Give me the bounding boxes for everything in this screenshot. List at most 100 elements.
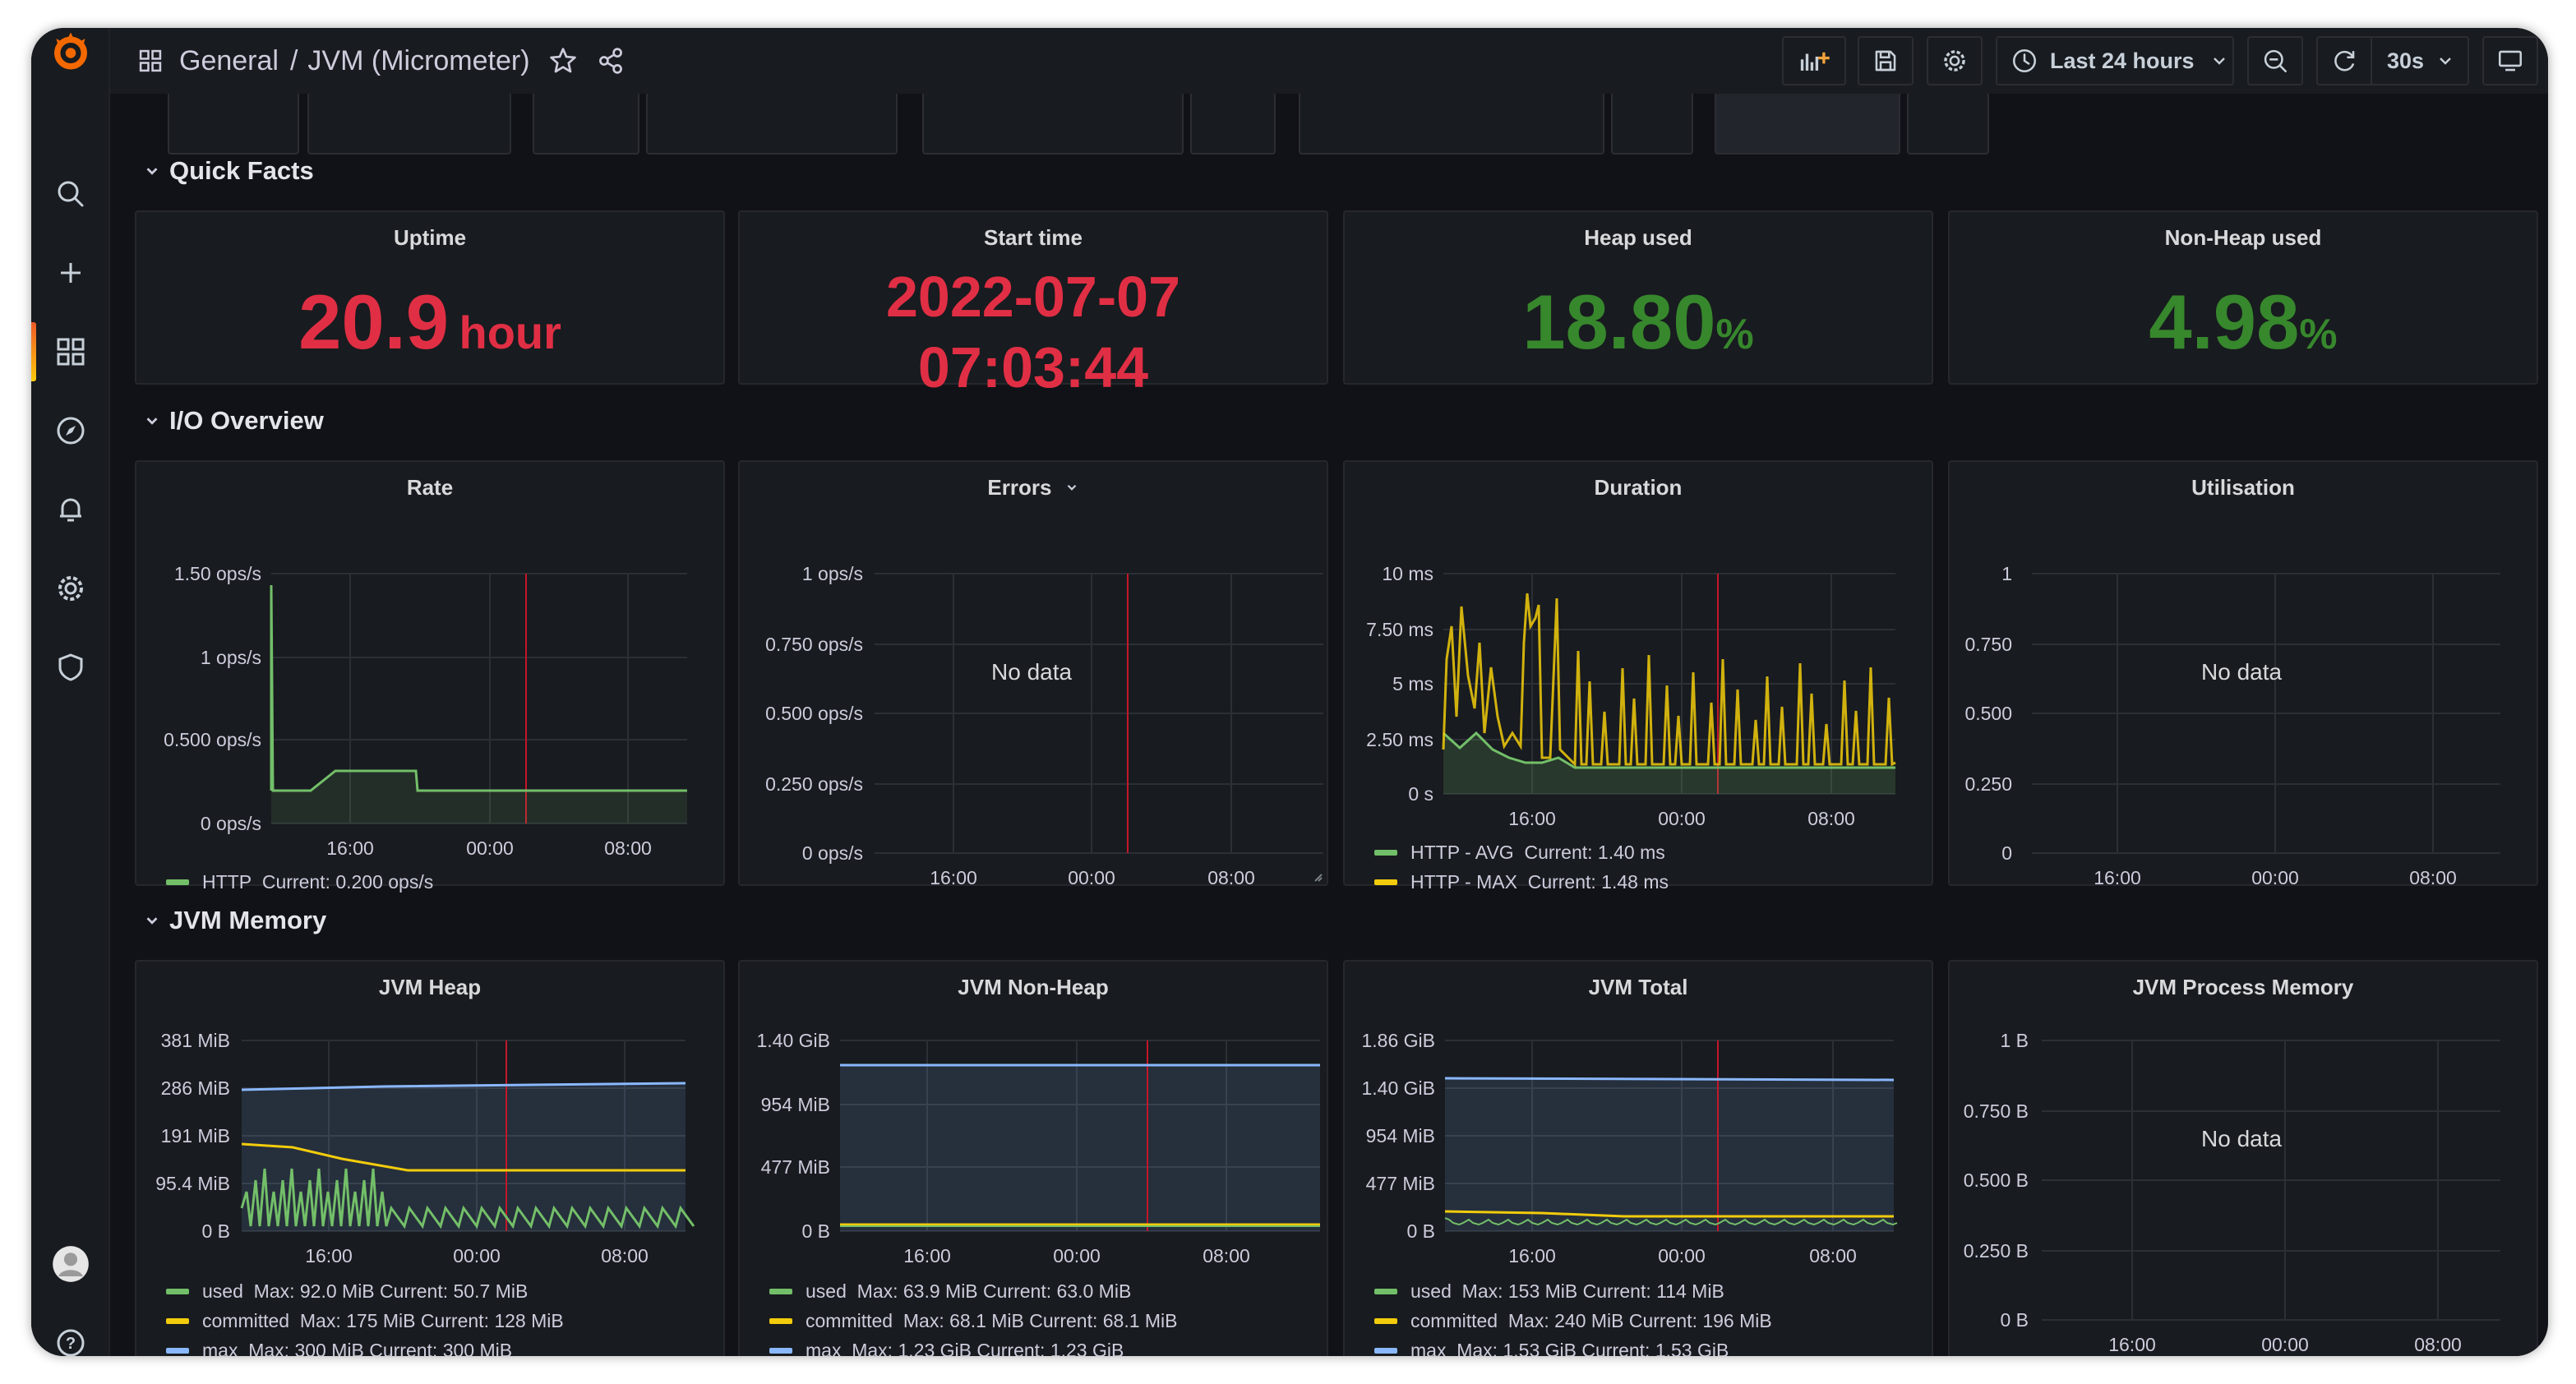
legend-item[interactable]: max Max: 300 MiB Current: 300 MiB <box>166 1340 512 1356</box>
panel-title: JVM Non-Heap <box>958 975 1109 999</box>
grid <box>2042 1040 2500 1321</box>
grafana-logo-icon[interactable] <box>31 28 110 74</box>
search-icon[interactable] <box>31 161 110 227</box>
variable-control[interactable] <box>1907 94 1989 155</box>
time-picker[interactable]: Last 24 hours <box>1996 36 2234 85</box>
stat-panel-start-time[interactable]: Start time 2022-07-07 07:03:44 <box>738 210 1328 399</box>
legend-item[interactable]: used Max: 153 MiB Current: 114 MiB <box>1374 1280 1724 1303</box>
legend-series-name: committed <box>202 1310 290 1331</box>
legend-item[interactable]: used Max: 63.9 MiB Current: 63.0 MiB <box>769 1280 1131 1303</box>
panel-title: JVM Heap <box>378 975 482 999</box>
graph-panel-jvm-process-memory[interactable]: JVM Process Memory 1 B 0.750 B 0.500 B 0… <box>1948 960 2538 1356</box>
graph-panel-jvm-nonheap[interactable]: JVM Non-Heap 1.40 GiB 954 MiB 477 MiB 0 … <box>738 960 1328 1356</box>
legend-item[interactable]: committed Max: 240 MiB Current: 196 MiB <box>1374 1310 1772 1332</box>
variable-control[interactable] <box>922 94 1184 155</box>
legend-stats: Max: 1.53 GiB Current: 1.53 GiB <box>1457 1340 1729 1356</box>
y-tick: 0 ops/s <box>201 813 261 834</box>
side-menu: ? <box>31 28 110 1356</box>
variable-control[interactable] <box>307 94 511 155</box>
dashboards-icon[interactable] <box>31 319 110 385</box>
panel-title: JVM Process Memory <box>2132 975 2354 999</box>
row-quick-facts[interactable]: Quick Facts <box>143 153 314 189</box>
add-panel-button[interactable] <box>1782 36 1846 85</box>
resize-handle-icon[interactable] <box>1314 874 1323 882</box>
variable-control[interactable] <box>646 94 898 155</box>
legend-item[interactable]: HTTP - MAX Current: 1.48 ms <box>1374 871 1669 893</box>
gear-icon[interactable] <box>31 556 110 621</box>
legend-item[interactable]: HTTP - AVG Current: 1.40 ms <box>1374 842 1665 864</box>
series-max <box>241 1082 686 1091</box>
panel-title[interactable]: Errors <box>740 475 1327 501</box>
explore-icon[interactable] <box>31 398 110 464</box>
row-io-overview[interactable]: I/O Overview <box>143 403 324 439</box>
series-area <box>840 1065 1320 1231</box>
help-icon[interactable]: ? <box>31 1310 110 1356</box>
legend-swatch <box>769 1348 792 1354</box>
legend-item[interactable]: committed Max: 68.1 MiB Current: 68.1 Mi… <box>769 1310 1178 1332</box>
shield-icon[interactable] <box>31 634 110 700</box>
variable-control[interactable] <box>533 94 639 155</box>
series-committed <box>1444 1210 1894 1218</box>
graph-panel-duration[interactable]: Duration 10 ms 7.50 ms 5 ms 2.50 ms 0 s … <box>1343 460 1933 893</box>
series-http-avg <box>1442 731 1895 769</box>
alerting-icon[interactable] <box>31 477 110 542</box>
legend-item[interactable]: max Max: 1.53 GiB Current: 1.53 GiB <box>1374 1340 1729 1356</box>
y-tick: 0.250 B <box>1964 1240 2029 1262</box>
breadcrumb-folder[interactable]: General <box>179 44 279 76</box>
zoom-out-button[interactable] <box>2247 36 2303 85</box>
legend-series-name: committed <box>806 1310 893 1331</box>
x-tick: 00:00 <box>1658 1245 1706 1266</box>
variable-control[interactable] <box>1299 94 1604 155</box>
save-button[interactable] <box>1858 36 1914 85</box>
share-icon[interactable] <box>596 46 626 76</box>
y-tick: 0 ops/s <box>802 842 863 864</box>
legend-item[interactable]: committed Max: 175 MiB Current: 128 MiB <box>166 1310 564 1332</box>
stat-value: 18.80% <box>1345 278 1932 367</box>
graph-panel-rate[interactable]: Rate 1.50 ops/s 1 ops/s 0.500 ops/s 0 op… <box>135 460 725 893</box>
star-icon[interactable] <box>548 46 578 76</box>
refresh-picker[interactable]: 30s <box>2316 36 2469 85</box>
dashboard-title[interactable]: JVM (Micrometer) <box>307 44 530 76</box>
dashboard-settings-button[interactable] <box>1927 36 1983 85</box>
stat-panel-heap-used[interactable]: Heap used 18.80% <box>1343 210 1933 385</box>
x-tick: 16:00 <box>326 837 374 859</box>
grid <box>1445 1040 1894 1232</box>
graph-panel-jvm-heap[interactable]: JVM Heap 381 MiB 286 MiB 191 MiB 95.4 Mi… <box>135 960 725 1356</box>
plus-icon[interactable] <box>31 240 110 306</box>
chevron-down-icon <box>146 168 158 175</box>
legend-stats: Max: 175 MiB Current: 128 MiB <box>299 1310 564 1331</box>
stat-panel-uptime[interactable]: Uptime 20.9 hour <box>135 210 725 385</box>
row-jvm-memory[interactable]: JVM Memory <box>143 902 326 939</box>
variable-control[interactable] <box>1190 94 1276 155</box>
legend-swatch <box>769 1318 792 1324</box>
legend-item[interactable]: used Max: 92.0 MiB Current: 50.7 MiB <box>166 1280 528 1303</box>
legend-swatch <box>166 1289 189 1294</box>
graph-panel-errors[interactable]: Errors 1 ops/s 0.750 ops/s 0.500 ops/s 0… <box>738 460 1328 888</box>
rate-graph: 1.50 ops/s 1 ops/s 0.500 ops/s 0 ops/s 1… <box>164 563 687 859</box>
tv-mode-button[interactable] <box>2482 36 2538 85</box>
graph-panel-utilisation[interactable]: Utilisation 1 0.750 0.500 0.250 0 16:00 … <box>1948 460 2538 888</box>
legend-item[interactable]: HTTP Current: 0.200 ops/s <box>166 871 433 893</box>
x-tick: 16:00 <box>2108 1334 2156 1355</box>
x-tick: 08:00 <box>2409 867 2457 888</box>
legend-series-name: max <box>806 1340 842 1356</box>
refresh-interval[interactable]: 30s <box>2387 48 2425 73</box>
series-http <box>270 584 687 792</box>
variable-control[interactable] <box>168 94 299 155</box>
start-date: 2022-07-07 <box>885 265 1181 329</box>
legend-series-name: committed <box>1410 1310 1498 1331</box>
legend-stats: Max: 240 MiB Current: 196 MiB <box>1507 1310 1772 1331</box>
legend-stats: Max: 68.1 MiB Current: 68.1 MiB <box>903 1310 1178 1331</box>
variable-control[interactable] <box>1715 94 1900 155</box>
refresh-button[interactable] <box>2318 38 2372 84</box>
jvm-process-memory-graph: 1 B 0.750 B 0.500 B 0.250 B 0 B 16:00 00… <box>1964 1030 2500 1355</box>
stat-panel-nonheap-used[interactable]: Non-Heap used 4.98% <box>1948 210 2538 385</box>
legend-item[interactable]: max Max: 1.23 GiB Current: 1.23 GiB <box>769 1340 1124 1356</box>
y-tick: 0.500 B <box>1964 1169 2029 1191</box>
graph-panel-jvm-total[interactable]: JVM Total 1.86 GiB 1.40 GiB 954 MiB 477 … <box>1343 960 1933 1356</box>
grid <box>840 1040 1320 1232</box>
breadcrumb: General / JVM (Micrometer) <box>136 28 626 94</box>
variable-control[interactable] <box>1611 94 1693 155</box>
avatar[interactable] <box>31 1231 110 1297</box>
grid <box>271 573 687 824</box>
